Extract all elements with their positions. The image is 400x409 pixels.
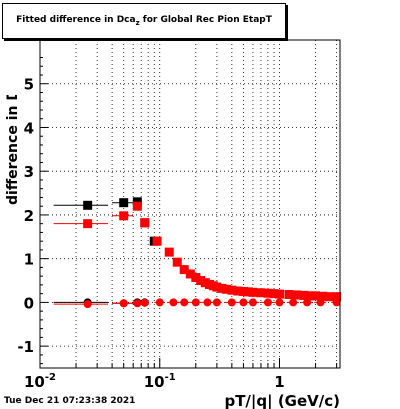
data-point xyxy=(332,292,342,302)
y-tick-label: -1 xyxy=(17,338,34,356)
data-point xyxy=(263,298,272,307)
data-point xyxy=(185,269,195,279)
timestamp: Tue Dec 21 07:23:38 2021 xyxy=(4,396,136,406)
data-point xyxy=(212,282,222,292)
data-point xyxy=(172,257,182,267)
series-3 xyxy=(53,201,342,302)
data-point xyxy=(311,291,321,301)
data-point xyxy=(292,290,302,300)
data-point xyxy=(243,287,253,297)
data-point xyxy=(196,276,206,286)
data-point xyxy=(305,291,315,301)
data-point xyxy=(227,285,237,295)
data-point xyxy=(316,298,325,307)
data-point xyxy=(179,265,189,275)
data-point xyxy=(169,298,178,307)
chart-title: Fitted difference in Dcaz for Global Rec… xyxy=(16,15,272,27)
data-point xyxy=(119,299,128,308)
data-point xyxy=(227,298,236,307)
x-axis-label: pT/|q| (GeV/c) xyxy=(224,392,340,409)
data-point xyxy=(212,298,221,307)
data-point xyxy=(269,289,279,299)
data-point xyxy=(289,298,298,307)
data-point xyxy=(140,218,150,228)
data-point xyxy=(83,200,93,210)
y-axis-label: difference in Dcaz xyxy=(5,95,21,205)
data-point xyxy=(238,286,248,296)
x-tick-label: 10-2 xyxy=(24,372,56,391)
y-tick-label: 2 xyxy=(24,207,34,225)
svg-text:difference in Dcaz: difference in Dcaz xyxy=(5,95,21,205)
y-tick-label: 4 xyxy=(24,119,34,137)
data-point xyxy=(140,298,149,307)
data-point xyxy=(239,298,248,307)
data-series xyxy=(53,197,342,309)
data-point xyxy=(275,289,285,299)
data-point xyxy=(152,236,162,246)
series-4 xyxy=(53,298,341,309)
data-point xyxy=(217,283,227,293)
data-point xyxy=(275,298,284,307)
data-point xyxy=(303,298,312,307)
y-tick-label: 1 xyxy=(24,251,34,269)
data-point xyxy=(221,284,231,294)
data-point xyxy=(133,299,142,308)
data-point xyxy=(324,292,334,302)
data-point xyxy=(83,219,93,229)
x-tick-label: 10-1 xyxy=(144,372,176,391)
data-point xyxy=(299,290,309,300)
data-point xyxy=(332,298,341,307)
data-point xyxy=(180,298,189,307)
x-tick-label: 1 xyxy=(274,373,284,391)
y-tick-label: 5 xyxy=(24,76,34,94)
data-point xyxy=(256,288,266,298)
data-point xyxy=(263,288,273,298)
y-tick-label: 3 xyxy=(24,163,34,181)
data-point xyxy=(191,298,200,307)
data-point xyxy=(132,201,142,211)
plot-frame xyxy=(39,39,341,369)
data-point xyxy=(248,287,258,297)
data-point xyxy=(119,211,129,221)
chart-title-box: Fitted difference in Dcaz for Global Rec… xyxy=(2,3,286,39)
data-point xyxy=(318,291,328,301)
data-point xyxy=(83,300,92,309)
data-point xyxy=(203,298,212,307)
data-point xyxy=(164,247,174,257)
data-point xyxy=(155,298,164,307)
y-tick-label: 0 xyxy=(24,294,34,312)
data-point xyxy=(284,290,294,300)
data-point xyxy=(233,286,243,296)
data-point xyxy=(119,198,129,208)
data-point xyxy=(248,298,257,307)
data-point xyxy=(191,272,201,282)
